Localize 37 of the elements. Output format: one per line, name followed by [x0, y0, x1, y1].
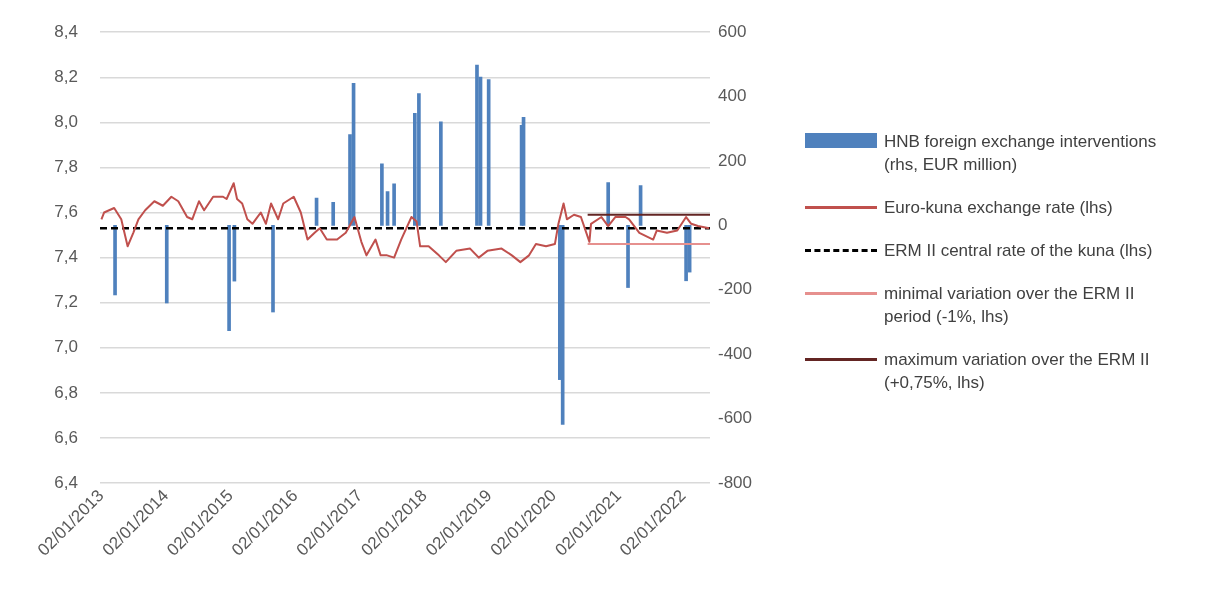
y2-tick-label: -400 — [718, 343, 753, 363]
y2-tick-label: 600 — [718, 21, 747, 41]
legend-label: Euro-kuna exchange rate (lhs) — [884, 197, 1114, 219]
y-tick-label: 8,4 — [54, 21, 78, 41]
y-tick-label: 8,0 — [54, 112, 78, 132]
bar — [113, 225, 117, 296]
y-tick-label: 7,6 — [54, 202, 78, 222]
bar — [475, 64, 479, 226]
y-tick-label: 7,2 — [54, 292, 78, 312]
bar — [164, 225, 169, 304]
y-tick-label: 7,4 — [54, 247, 78, 267]
legend-label: ERM II central rate of the kuna (lhs) — [884, 240, 1154, 262]
legend-label: HNB foreign exchange interventions (rhs, EUR million) — [884, 131, 1158, 176]
y2-tick-label: 0 — [718, 215, 728, 235]
bar — [684, 225, 688, 282]
y-tick-label: 6,6 — [54, 427, 78, 447]
y-tick-label: 7,0 — [54, 337, 78, 357]
y2-tick-label: 200 — [718, 150, 747, 170]
y-tick-label: 6,4 — [54, 472, 78, 492]
bar — [392, 183, 396, 226]
bar — [331, 201, 336, 226]
bar — [626, 225, 630, 288]
y2-tick-label: -800 — [718, 472, 753, 492]
y-tick-label: 6,8 — [54, 382, 78, 402]
bar — [560, 225, 565, 425]
y-tick-label: 8,2 — [54, 66, 78, 86]
bar — [271, 225, 275, 313]
bar — [439, 121, 443, 226]
bar — [227, 225, 231, 332]
y-tick-label: 7,8 — [54, 157, 78, 177]
bar — [417, 93, 421, 226]
legend-label: maximum variation over the ERM II (+0,75%, lhs) — [884, 349, 1151, 394]
y2-tick-label: -600 — [718, 408, 753, 428]
y2-tick-label: -200 — [718, 279, 753, 299]
legend-label: minimal variation over the ERM II period (-1%, lhs) — [884, 283, 1136, 328]
y2-tick-label: 400 — [718, 86, 747, 106]
bar — [380, 163, 384, 226]
